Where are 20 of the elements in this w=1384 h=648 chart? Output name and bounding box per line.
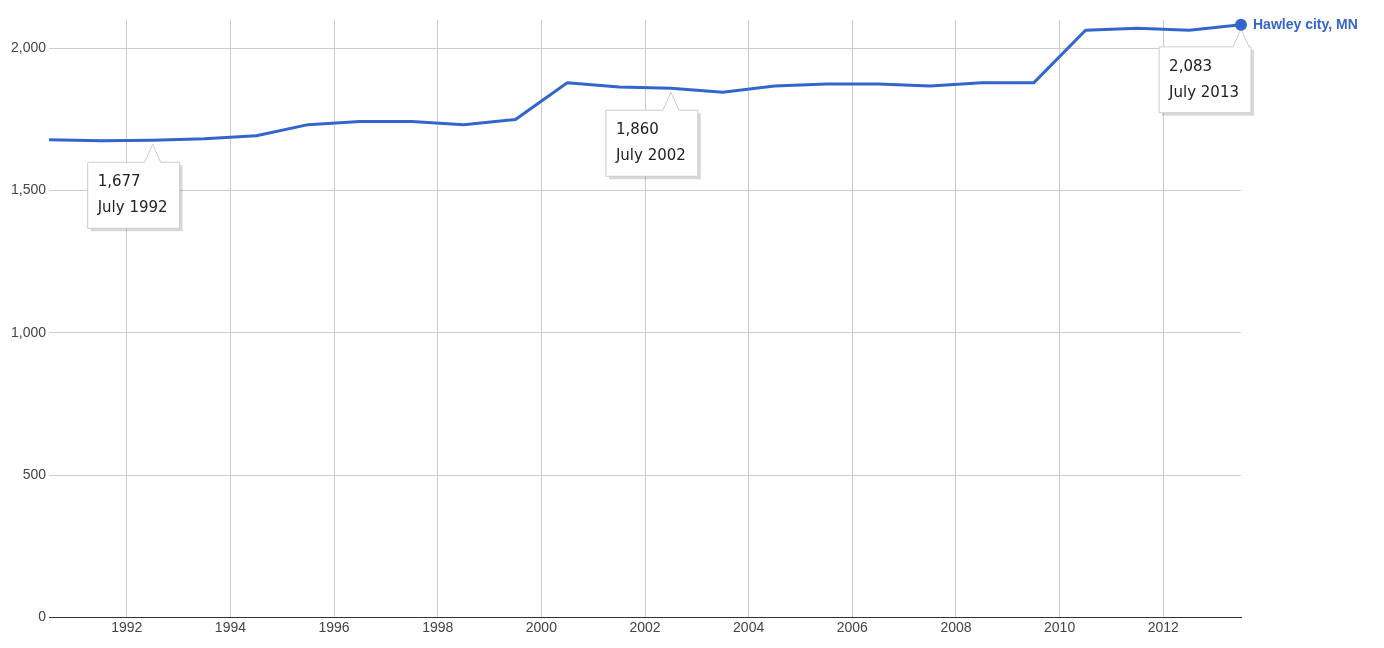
x-tick-label: 2006: [836, 619, 869, 636]
y-tick-label: 0: [38, 608, 47, 625]
x-tick-label: 2002: [629, 619, 661, 636]
annotation: 1,677 July 1992: [96, 172, 168, 217]
x-tick-label: 2010: [1044, 619, 1076, 636]
x-tick-label: 2000: [525, 619, 558, 636]
x-tick-label: 1996: [318, 619, 350, 636]
y-tick-label: 500: [22, 465, 47, 482]
series-label: Hawley city, MN: [1253, 15, 1358, 32]
x-tick-label: 2004: [733, 619, 765, 636]
annotation: 1,860 July 2002: [614, 120, 686, 165]
y-tick-label: 2,000: [10, 39, 47, 56]
y-tick-label: 1,500: [10, 181, 47, 198]
annotation: 2,083 July 2013: [1168, 56, 1239, 101]
x-tick-label: 1994: [214, 619, 247, 636]
x-tick-label: 1998: [422, 619, 454, 636]
y-tick-label: 1,000: [10, 323, 47, 340]
x-tick-label: 2012: [1147, 619, 1180, 636]
x-tick-label: 1992: [111, 619, 143, 636]
x-tick-label: 2008: [940, 619, 972, 636]
